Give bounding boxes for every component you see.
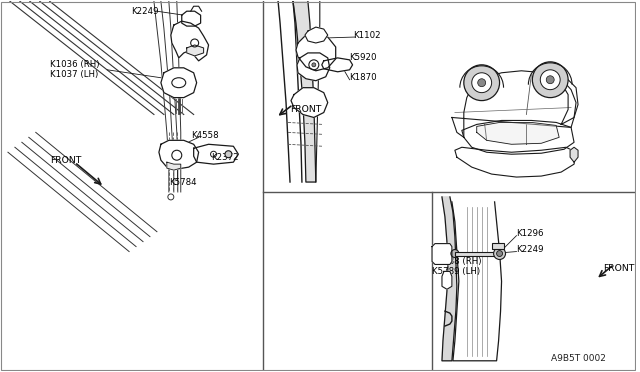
Polygon shape bbox=[167, 162, 180, 170]
Circle shape bbox=[472, 73, 492, 93]
Polygon shape bbox=[452, 71, 576, 137]
Circle shape bbox=[540, 70, 560, 90]
Circle shape bbox=[312, 63, 316, 67]
Text: K5784: K5784 bbox=[169, 177, 196, 186]
Polygon shape bbox=[297, 53, 330, 81]
Polygon shape bbox=[442, 272, 452, 289]
Text: FRONT: FRONT bbox=[290, 105, 321, 114]
Polygon shape bbox=[293, 1, 316, 182]
Text: K1102: K1102 bbox=[353, 31, 381, 39]
Text: K5920: K5920 bbox=[349, 53, 377, 62]
Polygon shape bbox=[187, 45, 204, 56]
Polygon shape bbox=[296, 33, 336, 71]
Polygon shape bbox=[171, 21, 209, 61]
Polygon shape bbox=[161, 68, 196, 97]
Circle shape bbox=[493, 248, 506, 260]
Polygon shape bbox=[455, 147, 576, 177]
Polygon shape bbox=[442, 197, 457, 361]
Text: K2249: K2249 bbox=[131, 7, 159, 16]
Text: FRONT: FRONT bbox=[50, 155, 81, 165]
Polygon shape bbox=[305, 27, 328, 43]
Circle shape bbox=[451, 250, 459, 257]
Circle shape bbox=[497, 251, 502, 257]
Polygon shape bbox=[432, 244, 452, 264]
Polygon shape bbox=[194, 144, 238, 164]
Text: A9B5T 0002: A9B5T 0002 bbox=[551, 354, 606, 363]
Circle shape bbox=[225, 151, 232, 158]
Text: K5789 (LH): K5789 (LH) bbox=[432, 267, 480, 276]
Circle shape bbox=[532, 62, 568, 97]
Circle shape bbox=[464, 65, 500, 100]
Polygon shape bbox=[191, 6, 202, 11]
Circle shape bbox=[547, 76, 554, 84]
Polygon shape bbox=[462, 121, 574, 154]
Text: K4558: K4558 bbox=[191, 131, 218, 140]
Polygon shape bbox=[322, 58, 353, 72]
Circle shape bbox=[477, 79, 486, 87]
Polygon shape bbox=[182, 11, 200, 26]
Polygon shape bbox=[477, 122, 559, 144]
Text: K1037 (LH): K1037 (LH) bbox=[50, 70, 98, 79]
Polygon shape bbox=[570, 147, 578, 162]
Polygon shape bbox=[159, 140, 198, 169]
Polygon shape bbox=[291, 88, 328, 118]
Text: K1036 (RH): K1036 (RH) bbox=[50, 60, 99, 69]
Bar bbox=[492, 243, 504, 248]
Text: K1870: K1870 bbox=[349, 73, 377, 82]
Text: K1296: K1296 bbox=[516, 229, 544, 238]
Text: K2249: K2249 bbox=[516, 245, 544, 254]
Text: K5788 (RH): K5788 (RH) bbox=[432, 257, 481, 266]
Bar bbox=[455, 251, 500, 256]
Polygon shape bbox=[551, 73, 578, 124]
Text: FRONT: FRONT bbox=[603, 264, 634, 273]
Polygon shape bbox=[452, 202, 502, 361]
Text: K2372: K2372 bbox=[212, 153, 239, 162]
